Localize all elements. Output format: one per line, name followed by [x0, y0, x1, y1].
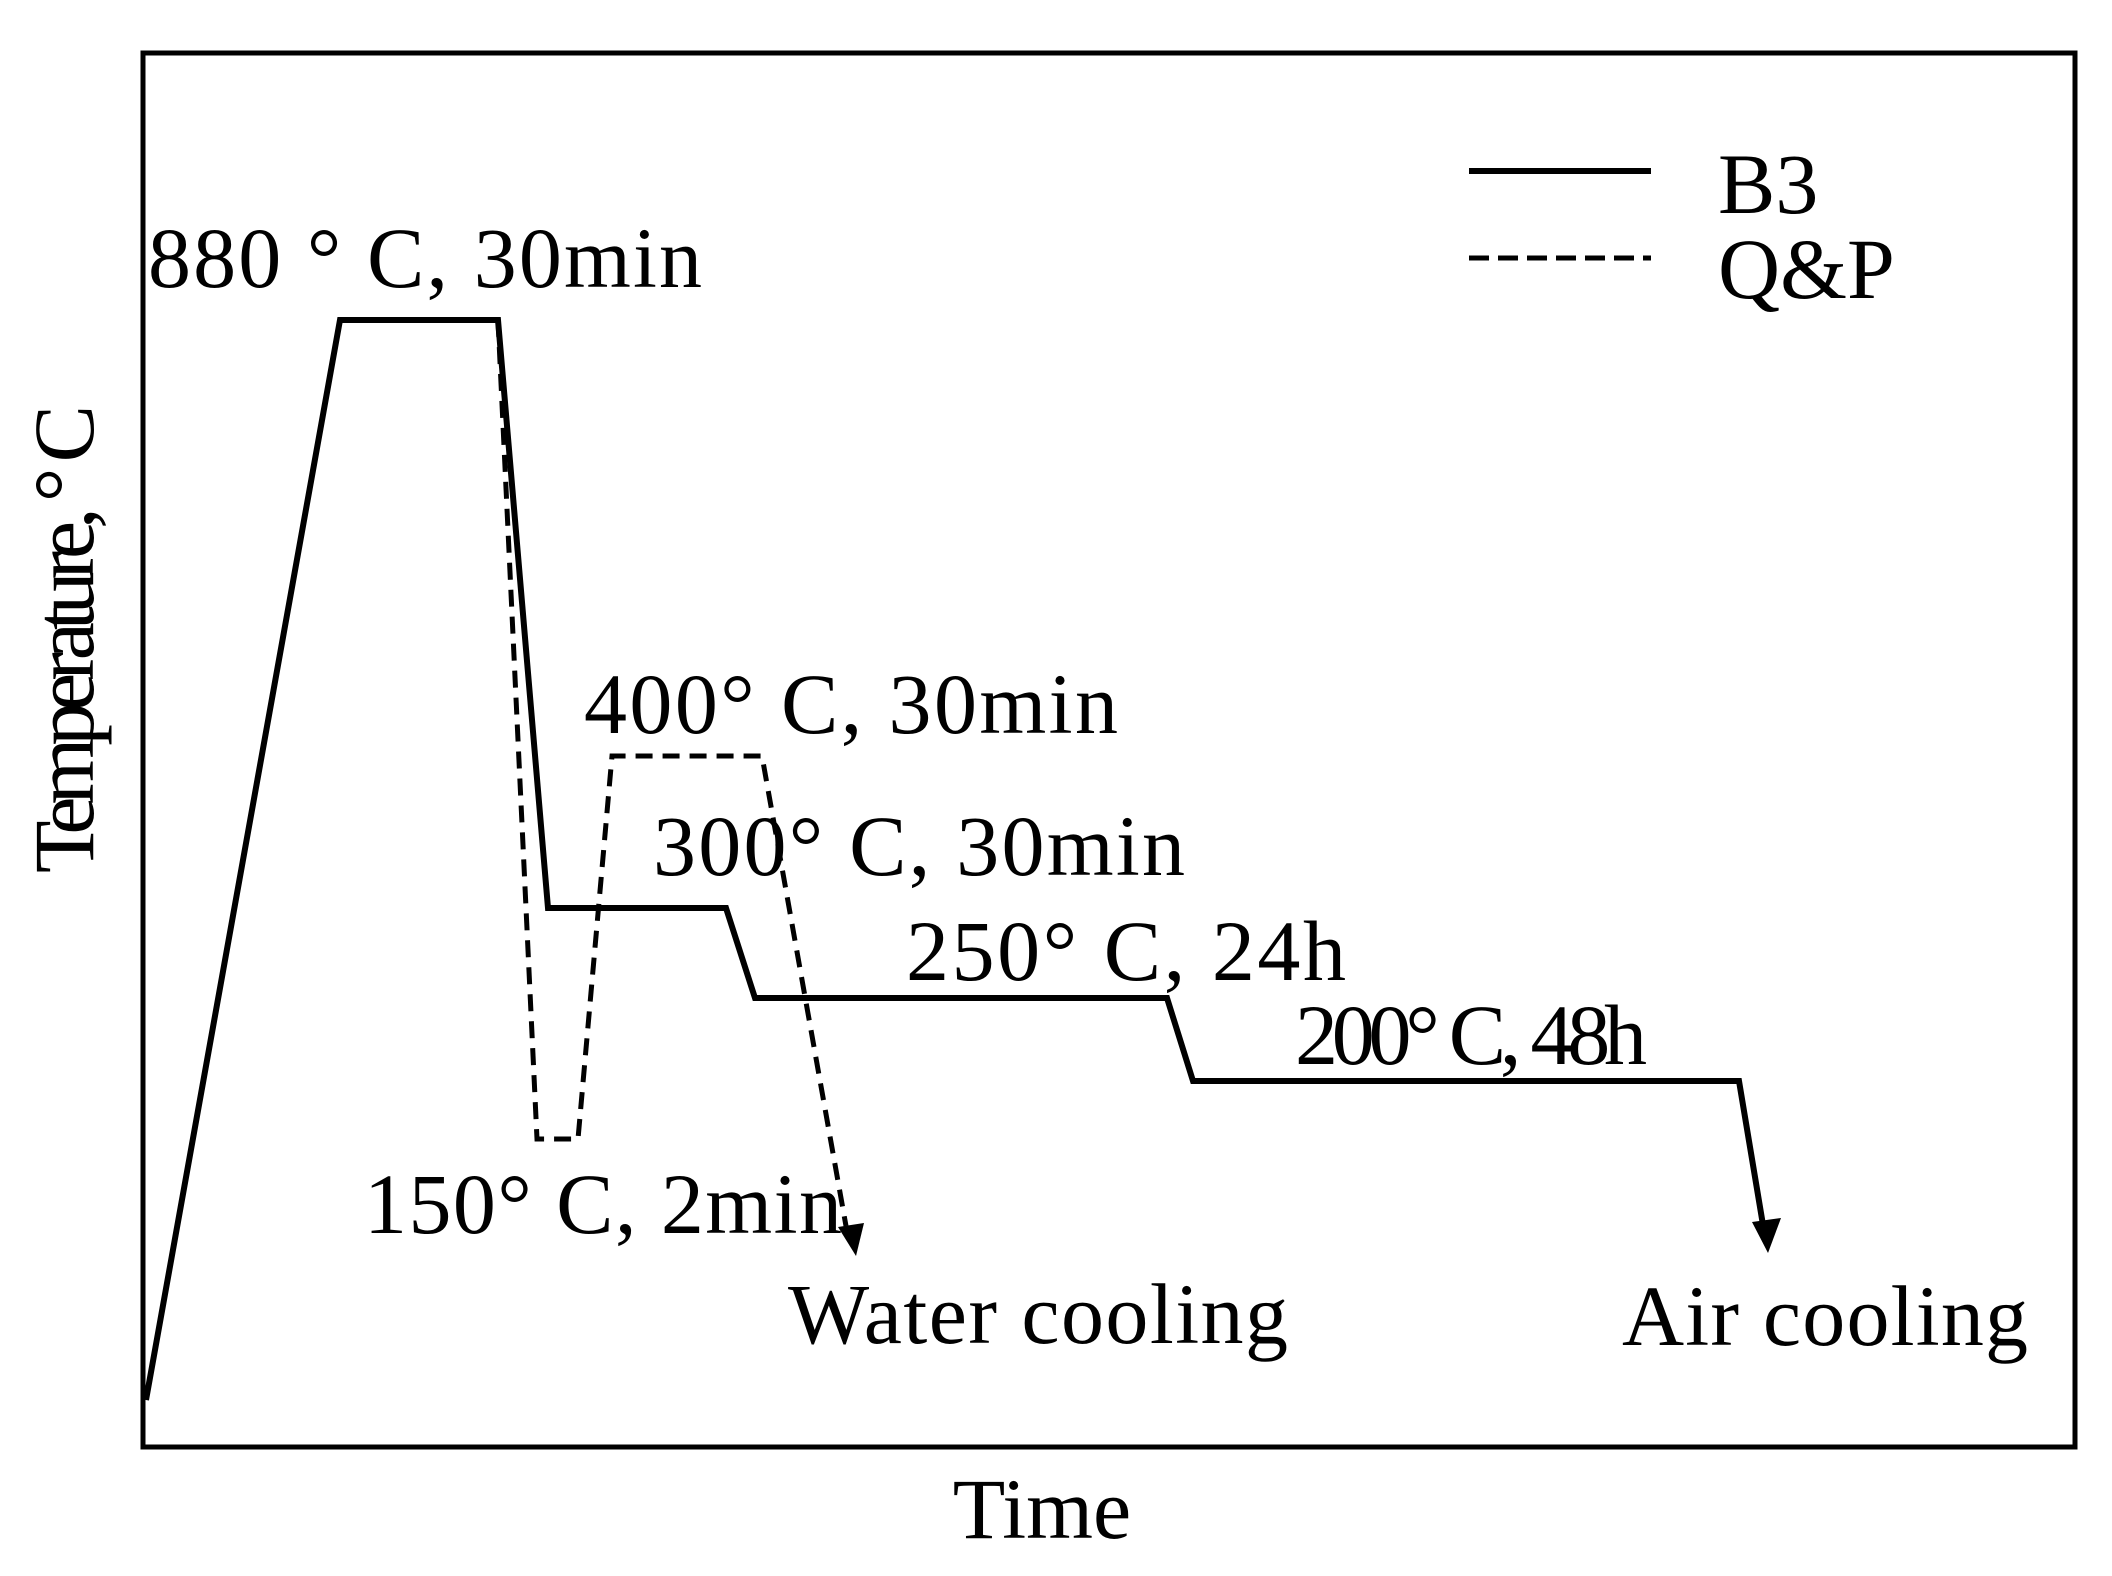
- b3-curve: [143, 317, 1766, 1401]
- x-axis-label: Time: [953, 1461, 1131, 1557]
- plot-frame: [140, 50, 2078, 1450]
- annotation-400: 400° C, 30min: [584, 656, 1118, 752]
- air-cooling-arrowhead: [1752, 1218, 1781, 1253]
- qp-curve: [495, 319, 849, 1227]
- legend-label-qp: Q&P: [1718, 221, 1895, 317]
- annotation-300: 300° C, 30min: [653, 798, 1185, 894]
- annotation-water-cooling: Water cooling: [788, 1266, 1288, 1362]
- annotation-200: 200° C, 48h: [1295, 987, 1647, 1083]
- water-cooling-arrowhead: [838, 1223, 864, 1256]
- annotation-880: 880 ° C, 30min: [148, 210, 702, 306]
- annotation-air-cooling: Air cooling: [1622, 1268, 2028, 1364]
- y-axis-label: Temperature, ° C: [16, 405, 112, 873]
- annotation-150: 150° C, 2min: [364, 1156, 842, 1252]
- legend-label-b3: B3: [1718, 136, 1818, 232]
- legend: B3 Q&P: [1469, 136, 1895, 317]
- annotation-250: 250° C, 24h: [906, 903, 1346, 999]
